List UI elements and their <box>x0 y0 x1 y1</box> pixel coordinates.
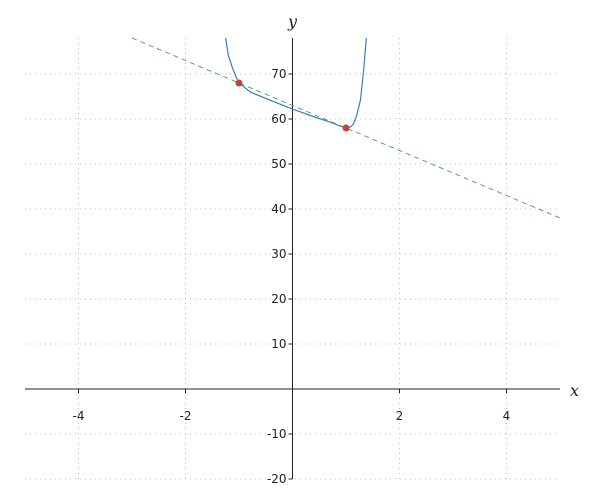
y-tick-label: 30 <box>271 247 286 261</box>
series <box>131 37 561 219</box>
x-tick-label: -2 <box>180 409 192 423</box>
x-axis-label: x <box>570 381 579 400</box>
x-tick-label: -4 <box>73 409 85 423</box>
points <box>235 79 350 132</box>
x-tick-label: 4 <box>503 409 511 423</box>
axes <box>25 38 560 479</box>
y-tick-label: -10 <box>267 427 287 441</box>
data-point <box>342 124 350 132</box>
grid <box>25 38 560 480</box>
y-tick-label: -20 <box>267 472 287 486</box>
y-tick-label: 20 <box>271 292 286 306</box>
x-tick-label: 2 <box>396 409 404 423</box>
y-tick-label: 70 <box>271 67 286 81</box>
y-tick-label: 10 <box>271 337 286 351</box>
y-tick-label: 60 <box>271 112 286 126</box>
data-point <box>235 79 243 87</box>
y-tick-label: 40 <box>271 202 286 216</box>
y-axis-label: y <box>287 12 298 31</box>
y-tick-label: 50 <box>271 157 286 171</box>
curve-series <box>225 37 367 129</box>
ticks: -4 -2 2 4 -20 -10 10 20 30 40 50 60 70 <box>73 67 511 486</box>
